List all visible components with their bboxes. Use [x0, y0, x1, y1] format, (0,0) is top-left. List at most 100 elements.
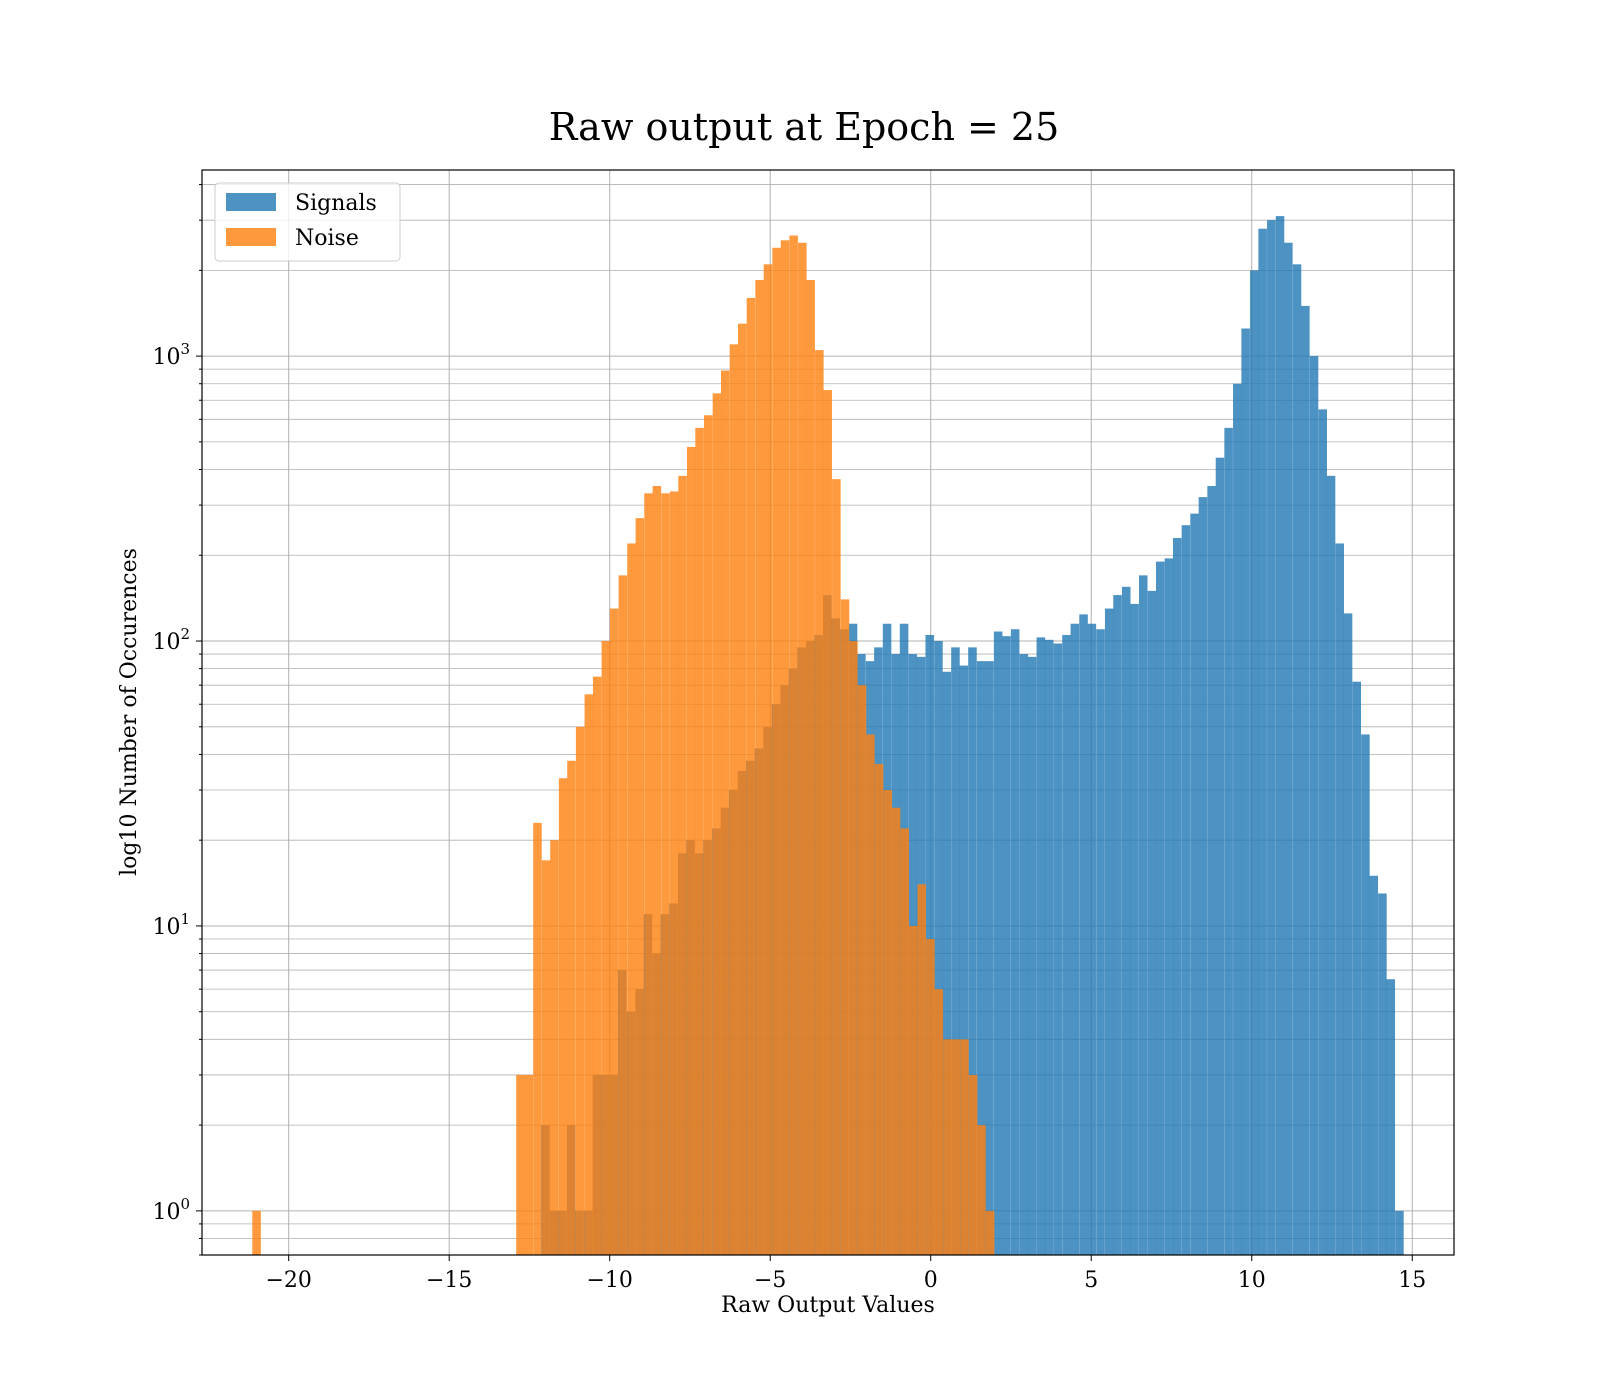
histogram-bar-noise — [738, 323, 747, 1255]
histogram-bar-noise — [908, 925, 918, 1255]
histogram-bar-noise — [516, 1074, 525, 1255]
histogram-bar-signals — [1267, 220, 1276, 1256]
histogram-bar-noise — [857, 685, 867, 1255]
histogram-bar-noise — [951, 1039, 961, 1255]
y-tick-label: 103 — [152, 340, 190, 370]
histogram-bar-noise — [755, 279, 764, 1255]
histogram-bar-signals — [1395, 1210, 1404, 1255]
plot-frame — [201, 169, 1455, 1256]
histogram-bar-signals — [1164, 558, 1174, 1255]
legend-swatch-signals — [226, 193, 276, 211]
histogram-bar-signals — [1378, 893, 1387, 1255]
histogram-bar-signals — [1335, 543, 1344, 1255]
histogram-bar-noise — [815, 350, 824, 1256]
histogram-bar-signals — [1224, 427, 1233, 1255]
y-axis-label: log10 Number of Occurences — [117, 548, 142, 876]
histogram-bar-signals — [1198, 497, 1208, 1255]
legend-swatch-noise — [226, 228, 276, 246]
histogram-bar-signals — [1087, 623, 1097, 1255]
histogram-bar-noise — [780, 240, 790, 1255]
y-tick-label: 101 — [152, 910, 190, 940]
histogram-bar-signals — [1155, 561, 1165, 1255]
histogram-bar-noise — [917, 884, 927, 1255]
histogram-bar-signals — [959, 665, 969, 1255]
histogram-bar-signals — [1079, 614, 1088, 1255]
histogram-bar-noise — [644, 493, 653, 1256]
chart-title: Raw output at Epoch = 25 — [549, 105, 1060, 149]
histogram-bar-noise — [806, 279, 815, 1255]
histogram-bar-signals — [993, 631, 1003, 1255]
histogram-bar-signals — [1326, 475, 1336, 1255]
histogram-bar-noise — [252, 1210, 261, 1255]
x-tick-label: −15 — [426, 1268, 472, 1293]
histogram-bar-noise — [977, 1125, 986, 1255]
histogram-bar-signals — [1233, 383, 1242, 1255]
histogram-bar-signals — [951, 647, 960, 1255]
histogram-bar-noise — [943, 1039, 952, 1255]
histogram-bar-noise — [832, 479, 841, 1255]
histogram-bar-noise — [703, 415, 713, 1255]
histogram-bar-noise — [985, 1210, 995, 1255]
histogram-bar-noise — [533, 822, 542, 1255]
y-tick-label: 102 — [152, 625, 190, 655]
x-tick-label: −10 — [586, 1268, 632, 1293]
histogram-bar-signals — [1130, 603, 1139, 1255]
histogram-bar-signals — [1070, 623, 1080, 1255]
histogram-bar-signals — [1258, 228, 1267, 1255]
histogram-bar-noise — [627, 543, 636, 1255]
histogram-bar-noise — [661, 493, 670, 1256]
histogram-bar-noise — [934, 989, 944, 1255]
histogram-bar-noise — [900, 828, 909, 1255]
histogram-bar-signals — [1275, 216, 1285, 1255]
histogram-bar-noise — [874, 764, 884, 1255]
histogram-bar-noise — [669, 491, 679, 1255]
histogram-bar-signals — [1241, 328, 1250, 1255]
histogram-bar-signals — [968, 647, 977, 1255]
histogram-bar-noise — [524, 1074, 534, 1255]
histogram-bar-signals — [942, 671, 952, 1255]
histogram-bar-signals — [1292, 264, 1302, 1255]
histogram-bar-noise — [789, 235, 798, 1255]
histogram-bar-signals — [985, 661, 994, 1255]
x-tick-label: 15 — [1398, 1268, 1426, 1293]
histogram-bar-noise — [635, 518, 645, 1255]
histogram-bar-signals — [1215, 457, 1225, 1255]
histogram-bar-signals — [1190, 513, 1199, 1255]
histogram-bar-signals — [1318, 409, 1327, 1256]
histogram-bar-noise — [686, 446, 696, 1255]
x-axis-label: Raw Output Values — [721, 1293, 935, 1318]
histogram-bar-noise — [866, 734, 875, 1255]
histogram-bar-noise — [567, 760, 576, 1255]
histogram-bar-noise — [960, 1039, 969, 1255]
x-tick-label: −5 — [754, 1268, 786, 1293]
histogram-bar-signals — [1173, 537, 1182, 1255]
histogram-bar-noise — [849, 641, 858, 1255]
histogram-bar-noise — [541, 860, 551, 1255]
x-tick-label: −20 — [265, 1268, 311, 1293]
histogram-bar-signals — [1113, 595, 1122, 1255]
histogram-bar-noise — [652, 486, 662, 1255]
x-tick-label: 5 — [1084, 1268, 1098, 1293]
histogram-bar-signals — [1036, 637, 1046, 1255]
histogram-bar-noise — [823, 390, 832, 1255]
histogram-bar-signals — [976, 661, 986, 1255]
histogram-bar-signals — [1019, 654, 1029, 1255]
histogram-bar-noise — [926, 938, 935, 1255]
histogram-bar-noise — [746, 297, 756, 1256]
histogram-bar-noise — [968, 1074, 978, 1255]
histogram-bar-noise — [763, 264, 773, 1255]
histogram-bar-noise — [550, 840, 559, 1255]
histogram-bar-noise — [840, 599, 850, 1255]
histogram-bar-signals — [1044, 639, 1054, 1255]
histogram-bar-signals — [1207, 486, 1216, 1255]
histogram-bar-noise — [678, 475, 687, 1255]
histogram-bar-signals — [1138, 575, 1148, 1255]
histogram-bar-noise — [609, 608, 619, 1255]
histogram-bar-signals — [934, 641, 943, 1255]
histogram-bar-noise — [772, 247, 781, 1255]
histogram-bar-signals — [1121, 586, 1131, 1255]
x-axis-ticks: −20 −15 −10 −5 0 5 10 15 — [265, 1255, 1426, 1293]
y-tick-label: 100 — [152, 1195, 190, 1225]
histogram-bar-signals — [1369, 875, 1379, 1255]
